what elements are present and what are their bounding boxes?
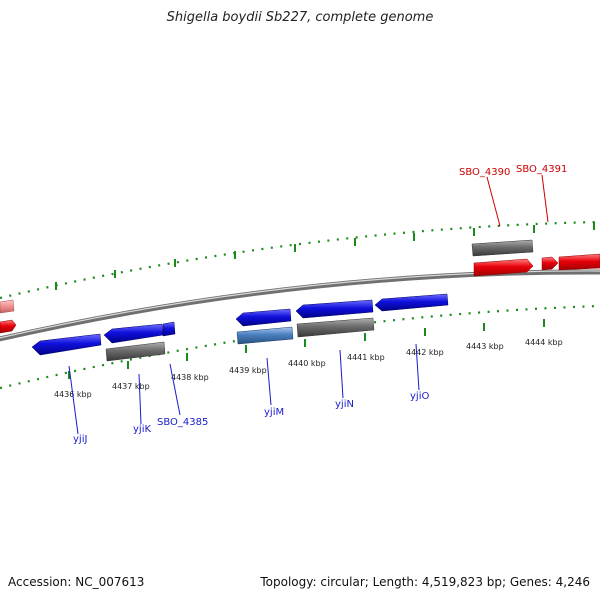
gene-label-sbo-4385[interactable]: SBO_4385	[157, 417, 208, 428]
reverse-gene-labels: yjiJ yjiK SBO_4385 yjiM yjiN yjiO	[73, 391, 429, 445]
map-title: Shigella boydii Sb227, complete genome	[166, 10, 434, 25]
genome-summary-text: Topology: circular; Length: 4,519,823 bp…	[260, 575, 590, 589]
cds-arrow-forward[interactable]	[0, 319, 17, 334]
cds-arrow-reverse[interactable]	[162, 321, 176, 337]
gene-label-yjio[interactable]: yjiO	[410, 391, 429, 402]
accession-text: Accession: NC_007613	[8, 575, 145, 589]
gene-label-sbo-4391[interactable]: SBO_4391	[516, 164, 567, 175]
scale-label: 4444 kbp	[525, 338, 563, 347]
outer-tick-ring	[0, 220, 600, 300]
scale-label: 4443 kbp	[466, 342, 504, 351]
scale-label: 4439 kbp	[229, 366, 267, 375]
cds-arrow-reverse[interactable]	[374, 293, 449, 312]
reverse-strand-features	[31, 293, 449, 362]
gene-label-yjij[interactable]: yjiJ	[73, 434, 87, 445]
gene-label-yjin[interactable]: yjiN	[335, 399, 354, 410]
scale-label: 4442 kbp	[406, 348, 444, 357]
scale-label: 4438 kbp	[171, 373, 209, 382]
scale-label: 4441 kbp	[347, 353, 385, 362]
gene-feature[interactable]	[0, 299, 15, 314]
gene-label-yjim[interactable]: yjiM	[264, 407, 284, 418]
cds-arrow-forward[interactable]	[558, 253, 600, 271]
cds-arrow-forward[interactable]	[473, 258, 534, 277]
label-leader-lines	[68, 174, 549, 435]
gene-feature[interactable]	[296, 317, 375, 338]
cds-arrow-reverse[interactable]	[236, 326, 294, 345]
gene-label-sbo-4390[interactable]: SBO_4390	[459, 167, 510, 178]
gene-label-yjik[interactable]: yjiK	[133, 424, 151, 435]
cds-arrow-reverse[interactable]	[31, 333, 102, 356]
forward-gene-labels: SBO_4390 SBO_4391	[459, 164, 567, 178]
scale-label: 4440 kbp	[288, 359, 326, 368]
genome-backbone	[0, 269, 600, 342]
cds-arrow-reverse[interactable]	[103, 323, 164, 344]
scale-label: 4437 kbp	[112, 382, 150, 391]
cds-arrow-reverse[interactable]	[235, 308, 292, 327]
forward-strand-features	[0, 239, 600, 334]
gene-feature[interactable]	[105, 341, 166, 362]
cds-arrow-forward[interactable]	[541, 256, 559, 271]
cds-arrow-reverse[interactable]	[295, 299, 374, 319]
gene-feature[interactable]	[471, 239, 534, 257]
